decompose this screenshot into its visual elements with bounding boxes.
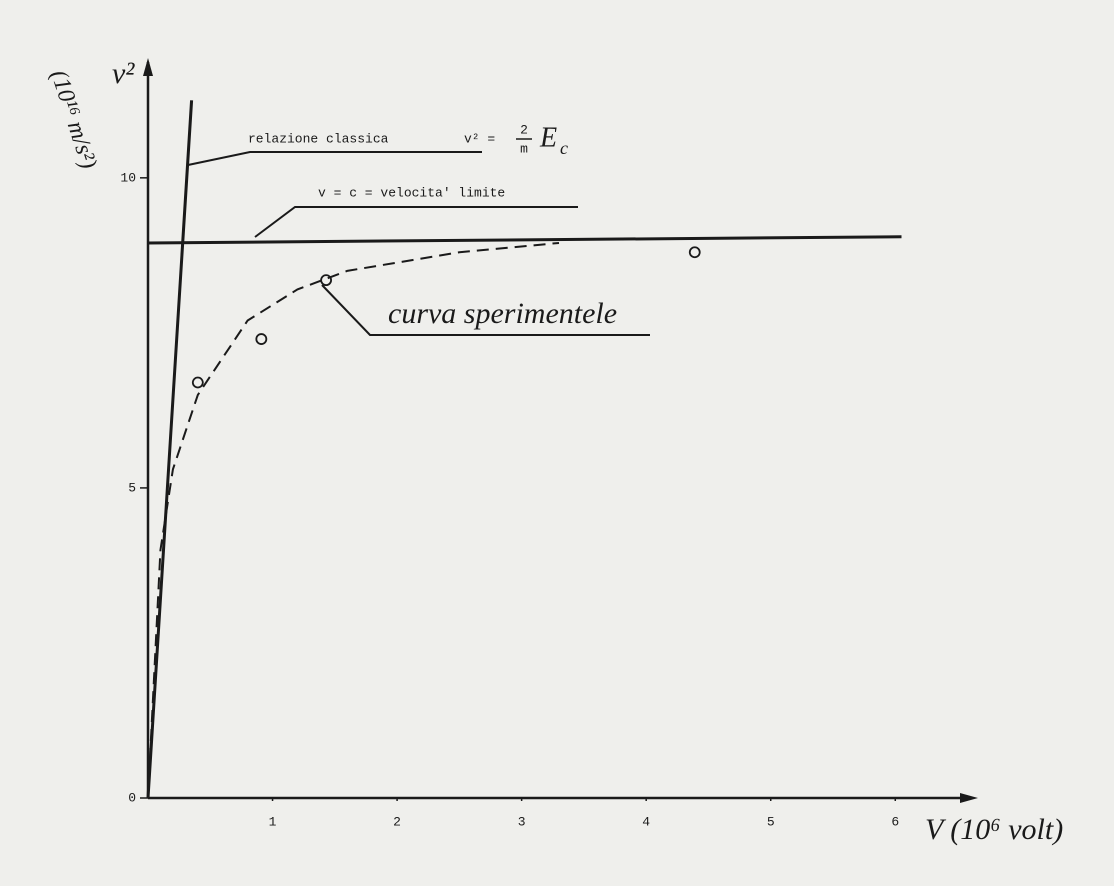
leader-line [321, 284, 650, 336]
curve [146, 100, 194, 799]
formula: m [520, 141, 528, 156]
data-point [320, 274, 333, 287]
annotation: v = c = velocita' limite [318, 185, 505, 200]
x-tick-label: 5 [767, 814, 775, 829]
x-tick-label: 2 [393, 814, 401, 829]
y-arrow [143, 58, 153, 76]
x-tick-label: 3 [518, 814, 526, 829]
x-tick-label: 6 [891, 814, 899, 829]
leader-line [187, 151, 482, 166]
y-axis-label: v² [112, 57, 135, 90]
x-arrow [960, 793, 978, 803]
data-point [688, 246, 701, 259]
dashed-curve [147, 241, 560, 799]
curve [147, 235, 902, 245]
formula: c [560, 138, 568, 158]
formula: 2 [520, 122, 528, 137]
y-tick-label: 0 [128, 790, 136, 805]
annotation: relazione classica [248, 131, 389, 146]
x-axis-label: V (10⁶ volt) [925, 813, 1063, 846]
x-tick-label: 1 [269, 814, 277, 829]
y-tick-label: 5 [128, 480, 136, 495]
annotation: curva sperimentele [388, 297, 617, 330]
formula: v² = [464, 131, 495, 146]
x-tick-label: 4 [642, 814, 650, 829]
data-point [191, 376, 204, 389]
y-tick-label: 10 [120, 170, 136, 185]
data-point [255, 333, 268, 345]
formula: E [539, 122, 557, 153]
leader-line [254, 206, 578, 238]
